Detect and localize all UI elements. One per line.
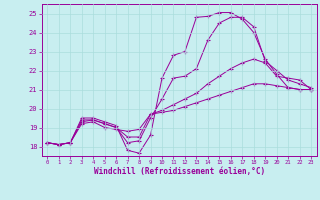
X-axis label: Windchill (Refroidissement éolien,°C): Windchill (Refroidissement éolien,°C) — [94, 167, 265, 176]
